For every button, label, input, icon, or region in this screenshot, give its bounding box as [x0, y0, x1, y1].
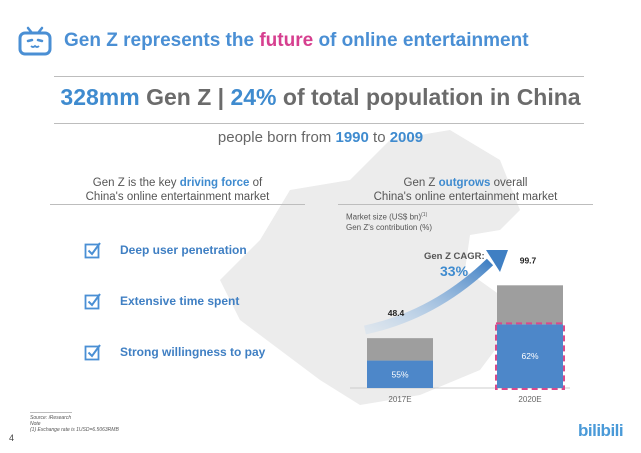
cagr-arrow — [364, 258, 494, 335]
share-label-2020E: 62% — [521, 351, 538, 361]
checkbox-icon — [84, 344, 101, 361]
market-size-chart: 55% 48.4 2017E 62% 99.7 2020E — [350, 250, 570, 404]
bilibili-logo: bilibili — [578, 421, 624, 440]
list-item: Strong willingness to pay — [84, 343, 265, 361]
left-column-divider — [50, 204, 305, 205]
bar-other-2020E — [497, 285, 563, 325]
headline: 328mm Gen Z | 24% of total population in… — [60, 84, 581, 110]
footnote-divider — [30, 412, 72, 413]
share-label-2017E: 55% — [391, 369, 408, 379]
list-item-label: Strong willingness to pay — [120, 345, 266, 359]
right-column-heading: Gen Z outgrows overall China's online en… — [373, 177, 558, 203]
list-item-label: Extensive time spent — [120, 294, 240, 308]
left-column-heading: Gen Z is the key driving force of China'… — [85, 177, 270, 203]
bar-genz-2017E — [367, 360, 433, 388]
x-tick-2017E: 2017E — [388, 395, 411, 404]
total-label-2020E: 99.7 — [520, 255, 537, 265]
total-label-2017E: 48.4 — [388, 308, 405, 318]
cagr-value: 33% — [440, 263, 469, 279]
bar-genz-2020E — [497, 324, 563, 388]
page-title: Gen Z represents the future of online en… — [64, 30, 529, 51]
checkbox-icon — [84, 242, 101, 259]
cagr-arrowhead — [486, 250, 508, 272]
header: Gen Z represents the future of online en… — [18, 26, 529, 56]
china-map-background — [220, 130, 520, 405]
chart-legend: Market size (US$ bn)(1) Gen Z's contribu… — [346, 212, 433, 232]
x-tick-2020E: 2020E — [518, 395, 541, 404]
page-number: 4 — [9, 433, 15, 443]
tv-icon — [18, 26, 52, 56]
title-divider — [54, 76, 584, 77]
right-column-divider — [338, 204, 593, 205]
headline-divider — [54, 123, 584, 124]
cagr-label: Gen Z CAGR: — [424, 251, 485, 262]
bar-other-2017E — [367, 338, 433, 361]
footnotes: Source: iResearch Note (1) Exchange rate… — [30, 415, 119, 433]
subheadline: people born from 1990 to 2009 — [217, 129, 424, 146]
checkbox-icon — [84, 293, 101, 310]
list-item-label: Deep user penetration — [120, 243, 247, 257]
highlight-box — [495, 322, 565, 390]
list-item: Deep user penetration — [84, 241, 247, 259]
list-item: Extensive time spent — [84, 292, 239, 310]
